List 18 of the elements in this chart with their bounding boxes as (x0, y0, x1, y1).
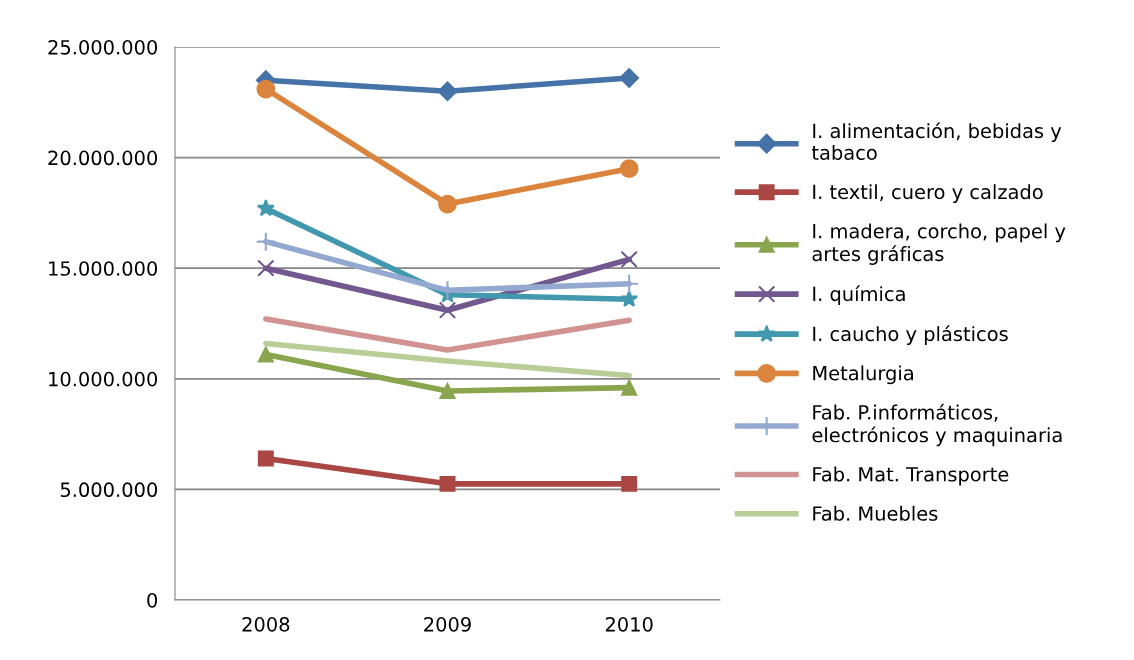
y-tick-label: 20.000.000 (48, 150, 158, 166)
legend-label: I. textil, cuero y calzado (813, 184, 1043, 203)
legend-label: I. alimentación, bebidas y tabaco (811, 122, 1062, 160)
legend-label: I. caucho y plásticos (813, 325, 1008, 345)
legend-label: Metalurgia (813, 365, 913, 385)
legend-label: I. madera, corcho, papel y artes gráficas (812, 223, 1066, 265)
legend-label: Fab. Mat. Transporte (813, 466, 1009, 486)
legend-label: I. química (813, 285, 905, 305)
x-tick-label: 2008 (242, 617, 290, 632)
legend-label: Fab. P.informáticos, electrónicos y maquinaria (812, 403, 1062, 447)
y-tick-label: 10.000.000 (49, 371, 158, 387)
legend-label: Fab. Muebles (813, 505, 938, 521)
y-tick-label: 25.000.000 (48, 39, 158, 55)
x-tick-label: 2010 (605, 617, 653, 632)
y-tick-label: 0 (147, 592, 158, 608)
y-tick-label: 5.000.000 (60, 482, 158, 498)
y-tick-label: 15.000.000 (49, 261, 158, 276)
x-tick-label: 2009 (424, 617, 471, 632)
